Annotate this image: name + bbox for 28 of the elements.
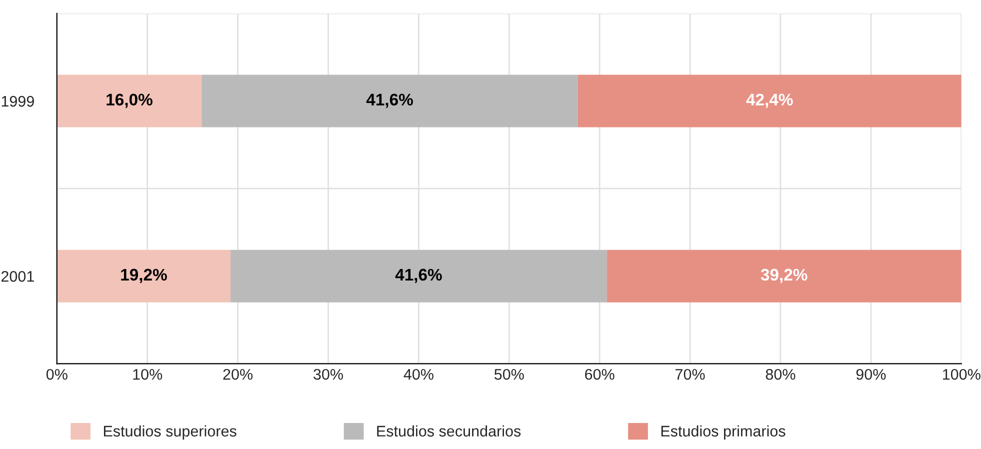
legend-label: Estudios primarios [661, 425, 786, 440]
x-tick-label: 20% [223, 368, 253, 380]
data-label: 39,2% [760, 268, 808, 284]
x-tick-label: 90% [856, 368, 886, 380]
x-tick-label: 10% [133, 368, 162, 380]
bar [578, 74, 962, 128]
bar [606, 250, 962, 302]
y-tick-label: 1999 [2, 96, 34, 107]
bar [230, 250, 607, 302]
y-tick-label: 2001 [1, 271, 34, 282]
x-tick-label: 40% [404, 368, 434, 380]
x-tick-label: 100% [943, 368, 980, 380]
data-label: 41,6% [395, 268, 442, 284]
bar [56, 74, 202, 128]
bar [202, 74, 578, 128]
data-label: 42,4% [746, 94, 793, 108]
data-label: 16,0% [106, 94, 152, 108]
x-tick-label: 60% [585, 368, 614, 380]
legend-label: Estudios superiores [104, 425, 236, 440]
bar [56, 250, 231, 302]
legend-label: Estudios secundarios [377, 425, 521, 437]
x-tick-label: 50% [494, 368, 524, 380]
x-tick-label: 70% [676, 368, 705, 380]
data-label: 19,2% [121, 268, 167, 284]
data-label: 41,6% [366, 94, 413, 108]
x-tick-label: 30% [314, 368, 343, 380]
x-tick-label: 80% [766, 368, 796, 380]
x-tick-label: 0% [46, 368, 68, 380]
